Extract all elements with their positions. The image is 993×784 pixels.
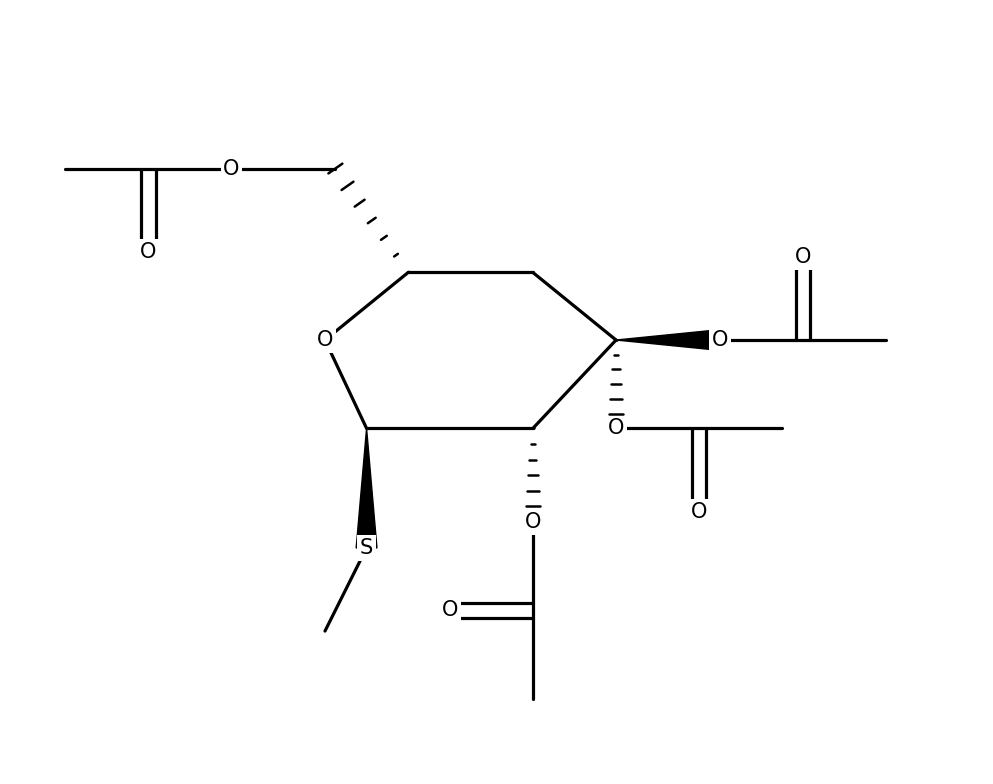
Polygon shape xyxy=(356,428,377,548)
Text: O: O xyxy=(795,247,811,267)
Text: S: S xyxy=(359,538,373,558)
Text: O: O xyxy=(140,241,157,262)
Text: O: O xyxy=(524,512,541,532)
Polygon shape xyxy=(616,329,720,350)
Text: O: O xyxy=(223,158,239,179)
Text: O: O xyxy=(691,502,707,521)
Text: O: O xyxy=(608,419,625,438)
Text: O: O xyxy=(442,601,458,620)
Text: O: O xyxy=(712,330,728,350)
Text: O: O xyxy=(317,330,334,350)
